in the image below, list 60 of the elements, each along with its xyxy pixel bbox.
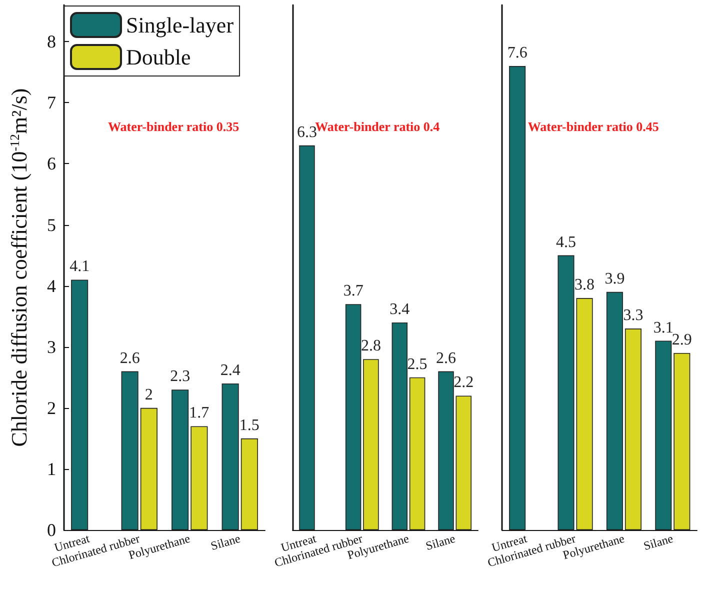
data-label: 1.5 [239, 416, 260, 434]
bar [121, 371, 138, 530]
data-label: 3.7 [343, 282, 364, 300]
bar [240, 438, 258, 530]
data-label: 7.6 [507, 44, 528, 62]
y-tick-label: 8 [47, 32, 56, 52]
bar [576, 298, 593, 530]
y-tick-label: 7 [47, 92, 56, 113]
data-label: 4.5 [556, 234, 576, 251]
bar [392, 322, 408, 530]
legend-label: Double [126, 44, 191, 70]
x-tick-label: Silane [642, 531, 675, 553]
y-tick-label: 1 [47, 458, 56, 479]
bar [438, 371, 454, 530]
bar [363, 359, 379, 530]
data-label: 3.3 [623, 307, 644, 324]
y-tick-label: 0 [47, 520, 56, 540]
data-label: 2 [144, 386, 153, 404]
bar [509, 66, 526, 530]
data-label: 4.1 [70, 258, 90, 276]
bar [456, 396, 472, 530]
bar [71, 280, 88, 530]
y-tick-label: 3 [47, 336, 56, 357]
bar [409, 377, 426, 530]
bar [655, 340, 672, 530]
data-label: 3.1 [653, 319, 674, 336]
bar [222, 383, 239, 530]
data-label: 1.7 [189, 404, 210, 422]
bar [624, 328, 642, 530]
data-label: 2.5 [407, 356, 428, 373]
y-tick-label: 6 [47, 154, 56, 174]
annotation: Water-binder ratio 0.45 [528, 119, 660, 134]
bar [606, 292, 623, 530]
data-label: 2.4 [220, 362, 240, 379]
bar [190, 426, 208, 530]
data-label: 3.9 [604, 270, 625, 288]
bar [558, 255, 574, 530]
data-label: 2.6 [120, 350, 140, 367]
y-axis-title: Chloride diffusion coefficient (10-12m²/s) [6, 88, 32, 447]
data-label: 2.9 [672, 331, 692, 348]
data-label: 2.3 [170, 368, 190, 386]
bar [140, 408, 158, 530]
y-tick-label: 2 [47, 398, 56, 418]
data-label: 2.8 [360, 338, 381, 355]
x-tick-label: Silane [209, 531, 242, 553]
data-label: 6.3 [296, 124, 317, 141]
x-tick-label: Silane [424, 531, 457, 553]
bar [674, 352, 690, 530]
annotation: Water-binder ratio 0.35 [108, 119, 240, 134]
data-label: 2.6 [436, 350, 456, 367]
y-tick-label: 5 [47, 214, 56, 235]
annotation: Water-binder ratio 0.4 [315, 119, 440, 134]
data-label: 3.8 [574, 276, 595, 294]
y-tick-label: 4 [47, 276, 56, 296]
bar [345, 304, 362, 530]
data-label: 3.4 [390, 300, 410, 318]
legend-label: Single-layer [126, 12, 234, 38]
bar [172, 390, 189, 530]
bar [299, 145, 315, 530]
data-label: 2.2 [454, 374, 474, 392]
